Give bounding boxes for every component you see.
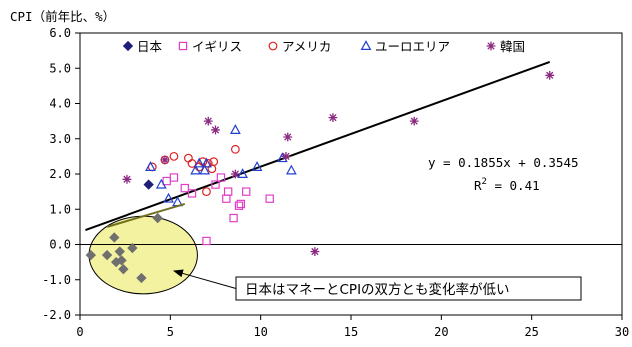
data-point: [163, 192, 174, 203]
regression-trendline: [85, 61, 551, 231]
y-tick-label: -2.0: [42, 308, 71, 322]
data-point: [236, 199, 245, 209]
y-tick-label: 0.0: [49, 238, 71, 252]
data-point: [136, 272, 147, 284]
data-point: [209, 157, 219, 167]
series-2: [162, 173, 274, 246]
legend-marker: [360, 40, 372, 51]
data-point: [190, 164, 202, 175]
data-point: [127, 242, 138, 254]
series-1: [85, 212, 163, 284]
data-point: [160, 155, 170, 165]
data-point: [155, 178, 167, 189]
legend-marker: [122, 40, 134, 52]
y-tick-label: 6.0: [49, 26, 71, 40]
data-point: [201, 157, 212, 168]
data-point: [145, 161, 156, 171]
legend: 日本 イギリス アメリカ ユーロエリア 韓国: [122, 39, 525, 54]
x-tick-label: 0: [76, 325, 83, 339]
data-point: [409, 116, 419, 126]
data-point: [202, 236, 211, 246]
japan-trendline: [106, 203, 186, 228]
data-point: [230, 144, 240, 154]
data-point: [101, 249, 113, 261]
data-point: [180, 183, 189, 193]
data-point: [237, 168, 249, 178]
y-tick-label: 4.0: [49, 97, 71, 111]
data-point: [211, 180, 220, 189]
data-point: [199, 164, 211, 175]
y-tick-label: 2.0: [49, 167, 71, 181]
data-point: [251, 161, 263, 171]
data-point: [109, 232, 120, 243]
data-point: [229, 124, 241, 134]
y-tick-label: 1.0: [49, 202, 71, 216]
legend-label: イギリス: [192, 39, 242, 54]
x-tick-label: 30: [615, 325, 629, 339]
annotation-arrow: [172, 269, 237, 289]
data-point: [283, 132, 293, 142]
data-point: [328, 113, 338, 122]
legend-label: 日本: [137, 39, 163, 54]
series-5: [122, 70, 555, 256]
legend-label: 韓国: [500, 39, 525, 54]
x-tick-label: 15: [344, 325, 358, 339]
data-point: [229, 213, 238, 223]
data-point: [152, 212, 163, 224]
data-point: [203, 116, 213, 126]
data-point: [193, 157, 205, 168]
data-point: [230, 169, 240, 179]
y-tick-label: 5.0: [49, 61, 71, 75]
data-point: [234, 201, 244, 210]
legend-label: ユーロエリア: [375, 39, 450, 54]
data-point: [242, 187, 251, 196]
y-axis-title: CPI（前年比、%）: [10, 9, 115, 24]
x-tick-label: 10: [253, 325, 267, 339]
data-point: [211, 125, 220, 135]
data-point: [310, 247, 320, 256]
data-point: [169, 151, 179, 161]
series-0: [143, 179, 154, 190]
r-squared-superscript: 2: [482, 177, 487, 187]
y-tick-label: 3.0: [49, 132, 71, 146]
data-point: [216, 173, 226, 182]
legend-marker: [486, 41, 496, 51]
data-point: [265, 194, 274, 203]
data-point: [116, 255, 127, 266]
y-tick-label: -1.0: [42, 273, 71, 287]
data-point: [281, 151, 291, 161]
data-point: [143, 179, 154, 190]
legend-marker: [178, 41, 188, 51]
x-tick-label: 25: [524, 325, 538, 339]
data-point: [187, 159, 197, 168]
r-squared: R2 = 0.41: [474, 177, 540, 193]
r-squared-symbol: R: [474, 178, 482, 193]
x-tick-label: 20: [434, 325, 448, 339]
data-point: [223, 187, 233, 196]
data-point: [169, 173, 179, 182]
data-point: [118, 264, 129, 275]
x-tick-label: 5: [167, 325, 174, 339]
data-point: [187, 189, 197, 198]
data-point: [85, 249, 97, 261]
data-point: [122, 174, 132, 184]
legend-label: アメリカ: [282, 39, 331, 54]
data-point: [285, 164, 297, 175]
r-squared-value: = 0.41: [487, 178, 540, 193]
data-point: [545, 70, 555, 80]
annotation-text: 日本はマネーとCPIの双方とも変化率が低い: [245, 281, 510, 298]
plot-area: -2.0 -1.0 0.0 1.0 2.0 3.0 4.0 5.0 6.0 0 5 10 15 20 25 3…: [42, 26, 629, 339]
legend-marker: [268, 41, 278, 51]
data-point: [202, 187, 211, 197]
data-point: [114, 246, 125, 257]
regression-equation: y = 0.1855x + 0.3545: [428, 155, 579, 170]
